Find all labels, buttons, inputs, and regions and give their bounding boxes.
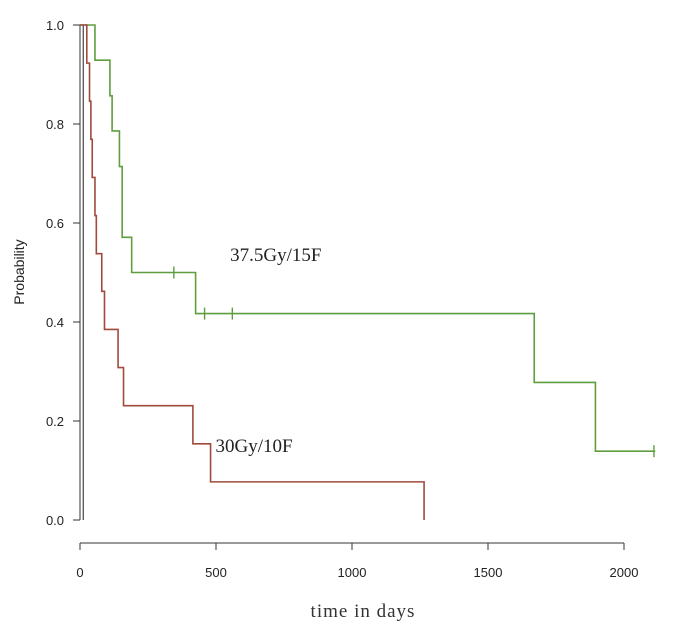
- y-tick-label: 0.4: [46, 315, 64, 330]
- y-axis-title: Probability: [11, 239, 27, 304]
- x-tick-label: 500: [205, 565, 227, 580]
- series-line-1: [80, 24, 425, 520]
- y-tick-label: 0.8: [46, 117, 64, 132]
- y-tick-label: 0.0: [46, 513, 64, 528]
- x-tick-label: 0: [76, 565, 83, 580]
- series-group: [80, 24, 656, 520]
- series-line-0: [80, 24, 656, 452]
- axes: [79, 25, 624, 544]
- y-tick-label: 1.0: [46, 18, 64, 33]
- x-tick-label: 1500: [474, 565, 503, 580]
- ticks: 0.0 0.2 0.4 0.6 0.8 1.0 0 500 1000 1500 2000: [46, 18, 639, 580]
- y-tick-label: 0.2: [46, 414, 64, 429]
- x-axis-title: time in days: [311, 601, 416, 622]
- annotations: 37.5Gy/15F 30Gy/10F: [216, 245, 322, 457]
- x-tick-label: 1000: [338, 565, 367, 580]
- series-annotation: 30Gy/10F: [216, 436, 293, 457]
- x-tick-label: 2000: [610, 565, 639, 580]
- y-tick-label: 0.6: [46, 216, 64, 231]
- series-annotation: 37.5Gy/15F: [230, 245, 321, 266]
